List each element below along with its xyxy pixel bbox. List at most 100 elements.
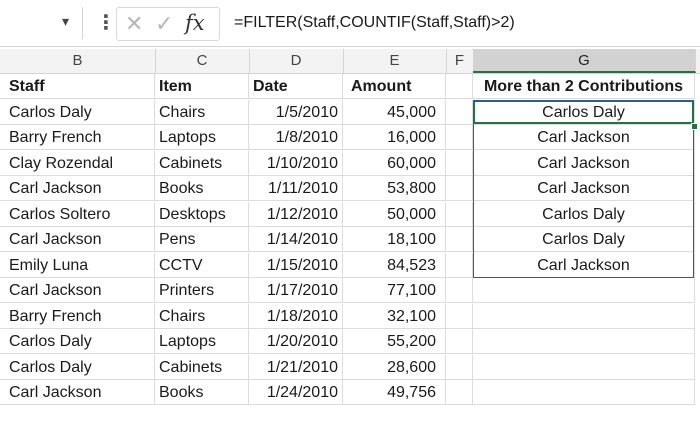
column-header-c[interactable]: C [155,49,250,73]
date-cell[interactable]: 1/24/2010 [249,380,343,405]
staff-cell[interactable]: Carl Jackson [0,176,155,201]
amount-cell[interactable]: 18,100 [343,227,446,252]
item-cell[interactable]: Chairs [155,99,249,125]
table-row: Carl Jackson Pens 1/14/2010 18,100 Carlos Da… [0,227,700,253]
header-amount[interactable]: Amount [343,74,446,99]
result-cell[interactable] [473,380,695,405]
staff-cell[interactable]: Barry French [0,303,155,329]
amount-cell[interactable]: 28,600 [343,354,446,380]
result-cell[interactable]: Carl Jackson [473,125,695,150]
table-row: Carl Jackson Books 1/24/2010 49,756 [0,380,700,406]
amount-cell[interactable]: 49,756 [343,380,446,405]
amount-cell[interactable]: 50,000 [343,201,446,227]
staff-cell[interactable]: Carl Jackson [0,227,155,252]
result-cell[interactable]: Carlos Daly [473,201,695,227]
date-cell[interactable]: 1/5/2010 [249,99,343,125]
more-options-icon[interactable]: ⋮ [96,12,116,34]
date-cell[interactable]: 1/17/2010 [249,278,343,303]
date-cell[interactable]: 1/12/2010 [249,201,343,227]
result-cell[interactable]: Carlos Daly [473,227,695,252]
amount-cell[interactable]: 77,100 [343,278,446,303]
result-cell[interactable] [473,278,695,303]
staff-cell[interactable]: Carlos Soltero [0,201,155,227]
amount-cell[interactable]: 84,523 [343,252,446,278]
empty-cell[interactable] [446,354,473,380]
result-cell[interactable]: Carlos Daly [473,99,695,125]
staff-cell[interactable]: Carl Jackson [0,380,155,405]
date-cell[interactable]: 1/8/2010 [249,125,343,150]
date-cell[interactable]: 1/20/2010 [249,329,343,354]
date-cell[interactable]: 1/18/2010 [249,303,343,329]
table-row: Carlos Soltero Desktops 1/12/2010 50,000 Car… [0,201,700,228]
amount-cell[interactable]: 55,200 [343,329,446,354]
checkmark-icon[interactable]: ✓ [155,11,174,36]
item-cell[interactable]: Desktops [155,201,249,227]
column-header-f[interactable]: F [446,49,474,73]
result-cell[interactable]: Carl Jackson [473,252,695,278]
column-header-e[interactable]: E [343,49,447,73]
empty-cell[interactable] [446,329,473,354]
date-cell[interactable]: 1/10/2010 [249,150,343,176]
item-cell[interactable]: Cabinets [155,150,249,176]
empty-cell[interactable] [446,74,473,99]
column-header-g[interactable]: G [473,49,696,73]
empty-cell[interactable] [446,176,473,201]
empty-cell[interactable] [446,150,473,176]
column-header-b[interactable]: B [0,49,156,73]
table-row: Carl Jackson Books 1/11/2010 53,800 Carl Jac… [0,176,700,202]
name-box[interactable] [0,7,83,39]
item-cell[interactable]: Books [155,176,249,201]
fx-icon[interactable]: fx [185,11,205,35]
staff-cell[interactable]: Clay Rozendal [0,150,155,176]
chevron-down-icon[interactable]: ▾ [62,13,70,29]
result-cell[interactable] [473,354,695,380]
table-row: Clay Rozendal Cabinets 1/10/2010 60,000 Carl… [0,150,700,177]
item-cell[interactable]: Printers [155,278,249,303]
date-cell[interactable]: 1/15/2010 [249,252,343,278]
table-row: Emily Luna CCTV 1/15/2010 84,523 Carl Jackso… [0,252,700,279]
formula-input[interactable]: =FILTER(Staff,COUNTIF(Staff,Staff)>2) [234,14,515,31]
empty-cell[interactable] [446,380,473,405]
header-result[interactable]: More than 2 Contributions [473,74,695,99]
amount-cell[interactable]: 60,000 [343,150,446,176]
table-row: Barry French Chairs 1/18/2010 32,100 [0,303,700,330]
amount-cell[interactable]: 32,100 [343,303,446,329]
empty-cell[interactable] [446,303,473,329]
staff-cell[interactable]: Carlos Daly [0,329,155,354]
amount-cell[interactable]: 45,000 [343,99,446,125]
header-staff[interactable]: Staff [0,74,155,99]
result-cell[interactable]: Carl Jackson [473,150,695,176]
fill-handle[interactable] [691,123,698,130]
item-cell[interactable]: CCTV [155,252,249,278]
date-cell[interactable]: 1/21/2010 [249,354,343,380]
item-cell[interactable]: Cabinets [155,354,249,380]
item-cell[interactable]: Books [155,380,249,405]
result-cell[interactable] [473,303,695,329]
table-row: Carlos Daly Laptops 1/20/2010 55,200 [0,329,700,355]
staff-cell[interactable]: Carl Jackson [0,278,155,303]
amount-cell[interactable]: 16,000 [343,125,446,150]
empty-cell[interactable] [446,125,473,150]
empty-cell[interactable] [446,227,473,252]
staff-cell[interactable]: Carlos Daly [0,354,155,380]
date-cell[interactable]: 1/14/2010 [249,227,343,252]
empty-cell[interactable] [446,201,473,227]
empty-cell[interactable] [446,99,473,125]
result-cell[interactable] [473,329,695,354]
item-cell[interactable]: Laptops [155,125,249,150]
empty-cell[interactable] [446,252,473,278]
staff-cell[interactable]: Carlos Daly [0,99,155,125]
date-cell[interactable]: 1/11/2010 [249,176,343,201]
item-cell[interactable]: Chairs [155,303,249,329]
column-header-d[interactable]: D [249,49,344,73]
amount-cell[interactable]: 53,800 [343,176,446,201]
staff-cell[interactable]: Emily Luna [0,252,155,278]
header-item[interactable]: Item [155,74,249,99]
result-cell[interactable]: Carl Jackson [473,176,695,201]
x-icon[interactable]: ✕ [125,11,144,36]
item-cell[interactable]: Pens [155,227,249,252]
item-cell[interactable]: Laptops [155,329,249,354]
empty-cell[interactable] [446,278,473,303]
staff-cell[interactable]: Barry French [0,125,155,150]
header-date[interactable]: Date [249,74,343,99]
